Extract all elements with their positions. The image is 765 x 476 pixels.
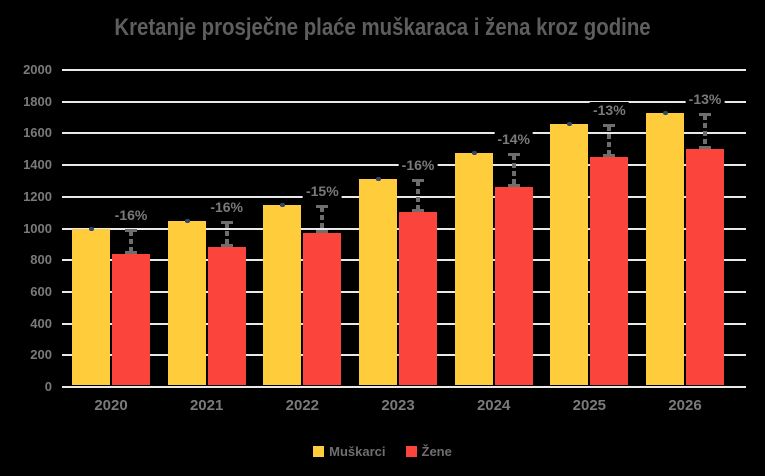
error-bar-cap-bottom bbox=[220, 243, 233, 247]
error-bar-cap-top bbox=[316, 204, 329, 208]
error-bar-cap-bottom bbox=[125, 250, 137, 254]
bar-zene bbox=[686, 149, 724, 385]
series-marker-dot bbox=[376, 177, 381, 182]
series-marker-dot bbox=[184, 218, 190, 223]
bar-zene bbox=[207, 246, 246, 385]
y-axis-tick-label: 2000 bbox=[23, 62, 52, 77]
gap-percentage-label: -16% bbox=[111, 206, 151, 223]
y-axis-tick-label: 1400 bbox=[23, 157, 52, 173]
error-bar-cap-top bbox=[412, 179, 424, 183]
error-bar-cap-top bbox=[699, 112, 711, 116]
x-axis-tick-label: 2025 bbox=[572, 397, 607, 414]
error-bar-cap-bottom bbox=[699, 146, 711, 150]
bar-zene bbox=[494, 187, 533, 385]
x-axis-tick-label: 2026 bbox=[668, 397, 702, 414]
error-bar-cap-bottom bbox=[316, 230, 329, 234]
x-axis-tick-label: 2021 bbox=[189, 397, 224, 414]
y-axis-tick-label: 1800 bbox=[23, 93, 52, 109]
bar-muskarci bbox=[72, 228, 110, 385]
error-bar-cap-top bbox=[220, 220, 233, 224]
y-axis-tick-label: 200 bbox=[30, 347, 52, 363]
error-bar-cap-top bbox=[125, 228, 137, 232]
bar-muskarci bbox=[646, 112, 684, 385]
bar-muskarci bbox=[359, 179, 397, 385]
y-axis-tick-label: 400 bbox=[30, 315, 52, 331]
x-axis-tick-label: 2024 bbox=[476, 397, 511, 414]
series-marker-dot bbox=[663, 110, 668, 115]
legend-item: Žene bbox=[405, 443, 452, 459]
bar-zene bbox=[399, 211, 437, 385]
gridline bbox=[62, 69, 746, 71]
gridline bbox=[62, 195, 746, 198]
bar-muskarci bbox=[454, 153, 493, 385]
series-marker-dot bbox=[89, 226, 94, 231]
bar-zene bbox=[303, 233, 342, 385]
gap-percentage-label: -14% bbox=[494, 131, 533, 148]
error-bar-line bbox=[511, 155, 516, 186]
gap-percentage-label: -13% bbox=[589, 101, 629, 118]
error-bar-cap-top bbox=[507, 153, 520, 157]
error-bar-line bbox=[224, 222, 229, 245]
x-axis-tick-label: 2023 bbox=[381, 397, 415, 414]
error-bar-cap-bottom bbox=[412, 208, 424, 212]
y-axis-tick-label: 0 bbox=[44, 379, 52, 394]
y-axis-tick-label: 800 bbox=[30, 252, 52, 268]
gap-percentage-label: -15% bbox=[302, 182, 342, 199]
error-bar-line bbox=[320, 206, 325, 232]
legend-swatch-icon bbox=[313, 445, 325, 457]
x-axis-tick-label: 2020 bbox=[94, 397, 128, 414]
gap-percentage-label: -16% bbox=[207, 198, 246, 215]
bar-muskarci bbox=[550, 123, 589, 385]
error-bar-cap-bottom bbox=[507, 184, 520, 188]
series-marker-dot bbox=[471, 151, 477, 156]
error-bar-line bbox=[416, 181, 420, 210]
y-axis-tick-label: 600 bbox=[30, 283, 52, 299]
bar-muskarci bbox=[167, 220, 206, 385]
gridline bbox=[62, 100, 746, 103]
legend-label: Žene bbox=[421, 443, 452, 459]
bar-muskarci bbox=[263, 204, 302, 385]
chart-title: Kretanje prosječne plaće muškaraca i žen… bbox=[114, 14, 651, 41]
bar-zene bbox=[112, 253, 150, 385]
legend-item: Muškarci bbox=[313, 443, 386, 459]
series-marker-dot bbox=[567, 121, 573, 126]
error-bar-cap-bottom bbox=[603, 154, 616, 158]
legend-label: Muškarci bbox=[329, 443, 386, 459]
gridline bbox=[62, 386, 746, 388]
gridline bbox=[62, 132, 746, 135]
series-marker-dot bbox=[280, 202, 286, 207]
error-bar-line bbox=[607, 125, 612, 156]
y-axis-tick-label: 1600 bbox=[23, 125, 52, 141]
gap-percentage-label: -13% bbox=[685, 90, 725, 107]
error-bar-line bbox=[703, 114, 707, 148]
legend: Muškarci Žene bbox=[0, 441, 765, 461]
legend-swatch-icon bbox=[405, 445, 417, 457]
bar-zene bbox=[590, 157, 629, 385]
gap-percentage-label: -16% bbox=[398, 157, 438, 174]
plot-area: 0 200 400 600 800 1000 1200 1400 1600 1800 2000 -16… bbox=[23, 63, 746, 414]
error-bar-line bbox=[129, 230, 133, 252]
x-axis-tick-label: 2022 bbox=[285, 397, 320, 414]
y-axis-tick-label: 1200 bbox=[23, 188, 52, 204]
error-bar-cap-top bbox=[603, 123, 616, 127]
y-axis-tick-label: 1000 bbox=[23, 220, 52, 236]
